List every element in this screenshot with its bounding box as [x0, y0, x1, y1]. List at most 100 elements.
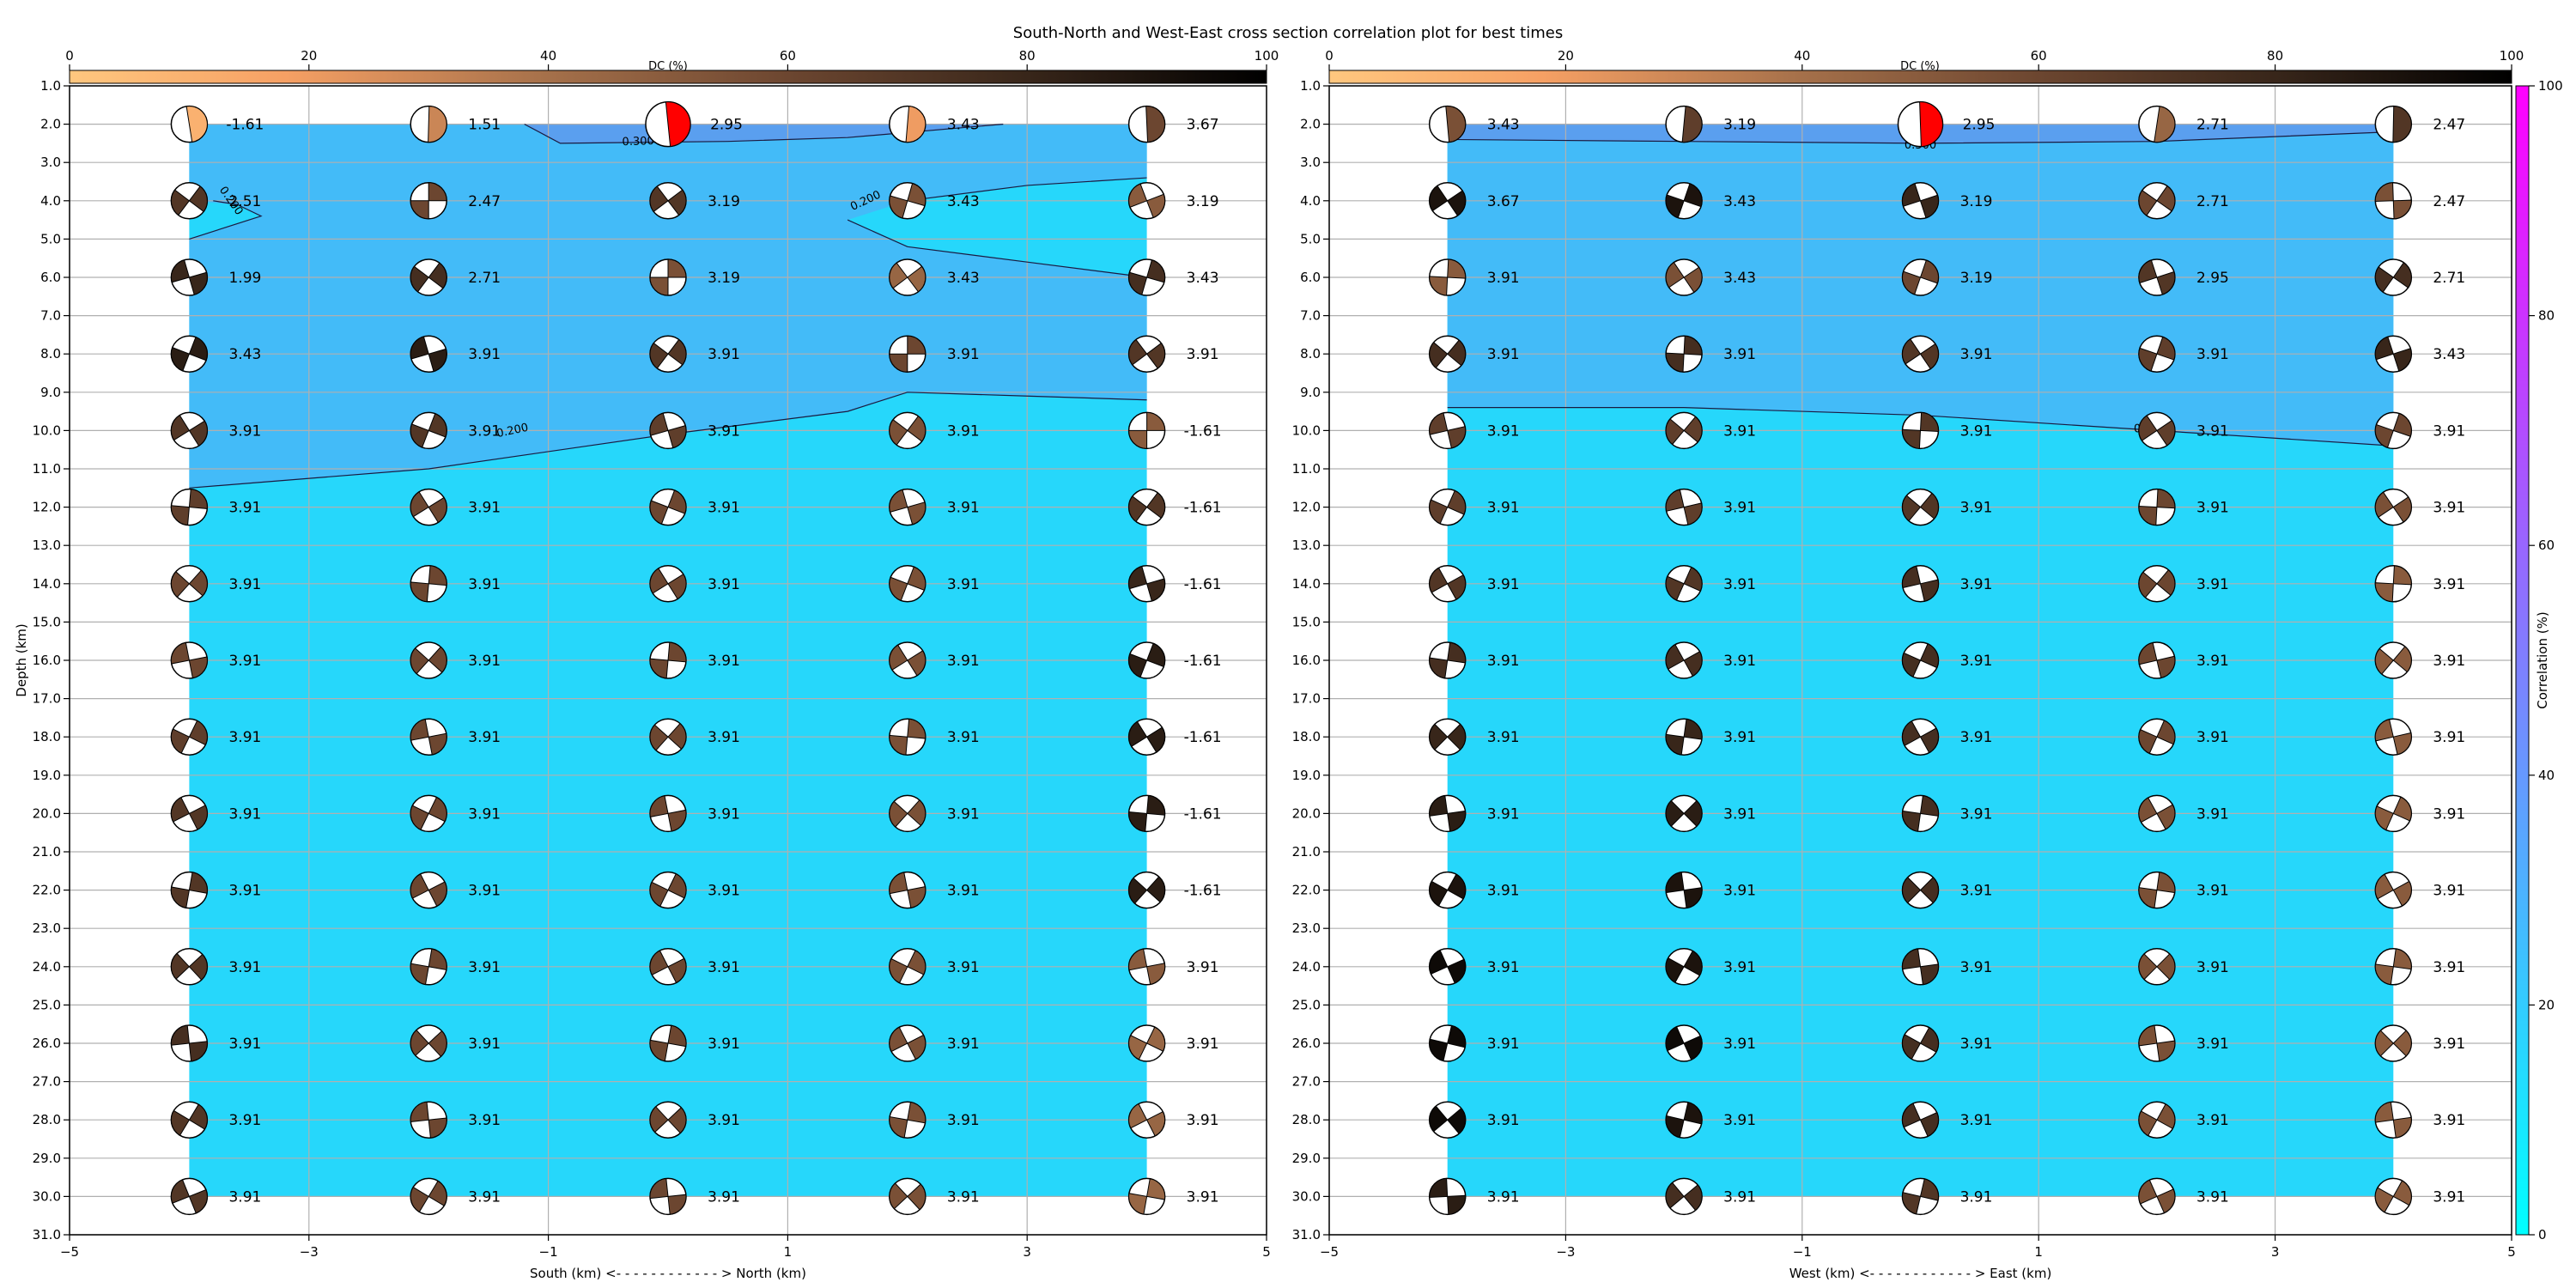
south-north-y-tick-label: 8.0 — [40, 346, 61, 361]
west-east-value-label: 3.91 — [2433, 500, 2465, 517]
west-east-beachball — [2374, 1101, 2413, 1139]
south-north-beachball — [170, 1177, 209, 1216]
south-north-beachball — [170, 948, 209, 986]
south-north-beachball — [1127, 1101, 1166, 1139]
west-east-value-label: 3.91 — [1723, 1188, 1756, 1206]
south-north-beachball-fill — [889, 1101, 927, 1139]
south-north-value-label: 3.91 — [468, 1188, 501, 1206]
west-east-beachball-fill — [1429, 723, 1467, 750]
south-north-beachball-fill — [170, 720, 208, 754]
west-east-value-label: 2.71 — [2196, 193, 2229, 210]
west-east-beachball — [1665, 411, 1703, 450]
west-east-beachball — [1428, 1177, 1467, 1216]
west-east-beachball-fill — [2138, 415, 2176, 447]
west-east-value-label: 3.91 — [2196, 805, 2229, 823]
west-east-beachball — [1428, 258, 1467, 296]
west-east-beachball-fill — [1902, 338, 1939, 370]
west-east-beachball — [1901, 182, 1940, 220]
west-east-beachball-fill — [1665, 643, 1703, 677]
south-north-value-label: 3.91 — [1187, 346, 1219, 363]
west-east-y-tick-label: 18.0 — [1292, 729, 1321, 744]
south-north-beachball-fill — [1128, 565, 1166, 602]
west-east-value-label: 3.91 — [1960, 729, 1993, 746]
west-east-value-label: 3.91 — [2196, 1036, 2229, 1053]
south-north-value-label: 3.91 — [708, 1188, 740, 1206]
west-east-beachball — [1901, 411, 1940, 450]
south-north-beachball — [649, 641, 687, 679]
west-east-value-label: 3.67 — [1487, 193, 1520, 210]
west-east-beachball — [1665, 1101, 1703, 1139]
west-east-value-label: 3.91 — [2196, 883, 2229, 900]
south-north-x-tick-label: 3 — [1023, 1244, 1031, 1260]
west-east-beachball — [1897, 100, 1944, 148]
south-north-y-tick-label: 4.0 — [40, 193, 61, 209]
south-north-beachball — [649, 1177, 687, 1216]
south-north-value-label: 3.91 — [468, 1112, 501, 1129]
south-north-beachball — [170, 1101, 209, 1139]
south-north-beachball-fill — [905, 106, 927, 143]
south-north-beachball — [1127, 258, 1166, 296]
west-east-value-label: 3.91 — [1723, 959, 1756, 976]
dc-colorbar-tick-label: 20 — [1558, 48, 1574, 64]
west-east-y-tick-label: 27.0 — [1292, 1074, 1321, 1090]
south-north-beachball-fill — [410, 491, 447, 524]
south-north-beachball — [170, 641, 209, 679]
south-north-y-tick-label: 17.0 — [33, 691, 61, 707]
south-north-value-label: -1.61 — [1184, 576, 1222, 593]
south-north-y-tick-label: 16.0 — [33, 653, 61, 668]
west-east-beachball — [2374, 871, 2413, 909]
south-north-value-label: 3.91 — [708, 653, 740, 670]
west-east-beachball — [1665, 565, 1703, 603]
south-north-y-tick-label: 19.0 — [33, 768, 61, 783]
south-north-beachball-fill — [410, 718, 447, 756]
west-east-beachball-fill — [1902, 643, 1939, 677]
south-north-beachball — [410, 1101, 447, 1139]
west-east-value-label: 3.91 — [2433, 1188, 2465, 1206]
south-north-value-label: 2.95 — [710, 117, 743, 134]
south-north-value-label: 3.91 — [468, 805, 501, 823]
south-north-y-tick-label: 22.0 — [33, 883, 61, 898]
west-east-value-label: 3.91 — [1960, 1036, 1993, 1053]
west-east-beachball — [2138, 1177, 2176, 1216]
south-north-value-label: 3.91 — [1187, 1112, 1219, 1129]
south-north-beachball — [410, 871, 447, 909]
west-east-value-label: 3.43 — [1723, 270, 1756, 287]
south-north-y-tick-label: 23.0 — [33, 920, 61, 936]
west-east-value-label: 2.95 — [1963, 117, 1996, 134]
west-east-y-tick-label: 28.0 — [1292, 1112, 1321, 1127]
south-north-beachball-fill — [170, 797, 208, 830]
west-east-beachball-fill — [1429, 641, 1467, 679]
west-east-value-label: 3.91 — [2196, 959, 2229, 976]
west-east-value-label: 3.91 — [2196, 653, 2229, 670]
west-east-value-label: 3.91 — [1487, 422, 1520, 440]
south-north-x-tick-label: 1 — [784, 1244, 793, 1260]
south-north-beachball — [889, 105, 927, 143]
south-north-beachball-fill — [170, 952, 208, 981]
west-east-beachball — [1665, 948, 1703, 986]
correlation-colorbar: 0 20 40 60 80 100 Correlation (%) — [2515, 78, 2563, 1242]
west-east-beachball-fill — [1665, 799, 1703, 827]
south-north-x-tick-label: −1 — [539, 1244, 558, 1260]
west-east-value-label: 3.91 — [1960, 805, 1993, 823]
south-north-value-label: 3.91 — [947, 1188, 980, 1206]
south-north-beachball — [889, 565, 927, 603]
west-east-beachball-fill — [1681, 106, 1703, 143]
west-east-beachball-fill — [1429, 489, 1467, 525]
south-north-beachball — [889, 1101, 927, 1139]
south-north-beachball-fill — [649, 185, 687, 216]
west-east-x-tick-label: −3 — [1556, 1244, 1575, 1260]
west-east-beachball-fill — [1665, 950, 1703, 983]
west-east-x-tick-label: 5 — [2507, 1244, 2516, 1260]
dc-colorbar-tick-label: 40 — [540, 48, 556, 64]
south-north-y-tick-label: 31.0 — [33, 1227, 61, 1242]
dc-colorbar-right: DC (%) 0 20 40 60 80 100 — [1325, 48, 2524, 84]
south-north-value-label: 3.91 — [947, 653, 980, 670]
south-north-value-label: 3.91 — [947, 1112, 980, 1129]
west-east-beachball — [1665, 718, 1703, 756]
south-north-y-tick-label: 7.0 — [40, 308, 61, 324]
west-east-beachball — [1428, 105, 1467, 143]
west-east-beachball — [2138, 1024, 2176, 1062]
west-east-value-label: 3.19 — [1723, 117, 1756, 134]
south-north-beachball — [170, 258, 209, 296]
south-north-beachball — [410, 718, 447, 756]
